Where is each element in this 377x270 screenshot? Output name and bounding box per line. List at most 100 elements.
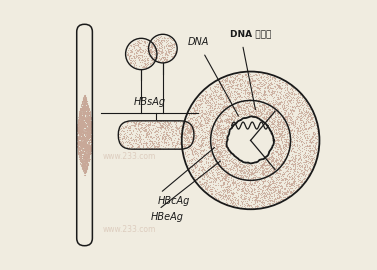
Point [78, 133, 84, 137]
Point [218, 143, 224, 147]
Point [251, 174, 257, 179]
Point [189, 151, 195, 156]
Point [85, 136, 91, 140]
Point [223, 187, 229, 191]
Point [210, 141, 216, 146]
Point [293, 153, 299, 157]
Point [134, 41, 140, 46]
Point [136, 47, 142, 51]
Point [207, 93, 213, 97]
Point [85, 120, 91, 124]
Point [207, 176, 213, 180]
Point [288, 162, 294, 167]
Point [88, 128, 94, 132]
Point [239, 81, 245, 86]
Point [211, 164, 217, 168]
Point [226, 78, 232, 82]
Point [276, 190, 282, 194]
Point [125, 135, 131, 139]
Point [246, 168, 252, 173]
Point [269, 194, 275, 198]
Point [186, 140, 192, 144]
Point [264, 187, 270, 191]
Point [84, 146, 90, 150]
Point [75, 145, 81, 149]
Point [126, 127, 132, 132]
Point [224, 111, 230, 115]
Point [241, 164, 247, 168]
Point [168, 45, 174, 49]
Point [79, 136, 85, 140]
Point [226, 187, 232, 191]
Point [83, 135, 89, 139]
Point [211, 129, 217, 133]
Point [124, 133, 130, 138]
Point [245, 202, 251, 206]
Point [307, 143, 313, 148]
Point [235, 171, 241, 176]
Point [79, 105, 85, 109]
Point [144, 123, 150, 127]
Point [221, 180, 227, 184]
Point [81, 141, 87, 145]
Point [256, 108, 262, 112]
Point [77, 140, 83, 144]
Point [86, 116, 92, 120]
Point [81, 162, 87, 166]
Point [160, 124, 166, 129]
Point [85, 151, 91, 156]
Point [84, 110, 90, 114]
Point [275, 190, 281, 194]
Point [270, 179, 276, 183]
Point [84, 158, 90, 162]
Point [152, 49, 158, 53]
Point [86, 149, 92, 153]
Point [199, 167, 205, 171]
Point [195, 175, 201, 179]
Point [207, 94, 213, 99]
Point [248, 163, 254, 167]
Point [85, 132, 91, 136]
Point [208, 96, 214, 101]
Point [224, 185, 230, 189]
Point [85, 106, 91, 110]
Point [212, 195, 218, 200]
Point [253, 112, 259, 116]
Point [248, 74, 254, 78]
Point [220, 113, 226, 117]
Point [85, 133, 91, 137]
Point [244, 200, 250, 205]
Point [213, 93, 219, 97]
Point [221, 123, 227, 127]
Point [239, 73, 245, 77]
Point [253, 82, 259, 86]
Point [142, 47, 148, 51]
Point [220, 87, 226, 91]
Point [282, 106, 288, 110]
Point [85, 139, 91, 144]
Point [270, 75, 276, 79]
Point [278, 131, 284, 136]
Point [82, 111, 88, 115]
Point [86, 134, 92, 138]
Point [210, 179, 216, 184]
Point [82, 143, 88, 147]
Point [294, 167, 300, 171]
Point [270, 120, 276, 125]
Point [241, 190, 247, 194]
Point [303, 103, 309, 107]
Point [77, 119, 83, 123]
Point [83, 123, 89, 127]
Point [299, 142, 305, 146]
Point [80, 164, 86, 168]
Point [84, 119, 90, 123]
Point [87, 132, 93, 136]
Point [83, 131, 89, 136]
Point [118, 141, 124, 146]
Point [306, 153, 312, 157]
Point [135, 39, 141, 43]
Point [237, 105, 243, 109]
Point [301, 113, 307, 117]
Point [82, 169, 88, 174]
Point [84, 110, 90, 114]
